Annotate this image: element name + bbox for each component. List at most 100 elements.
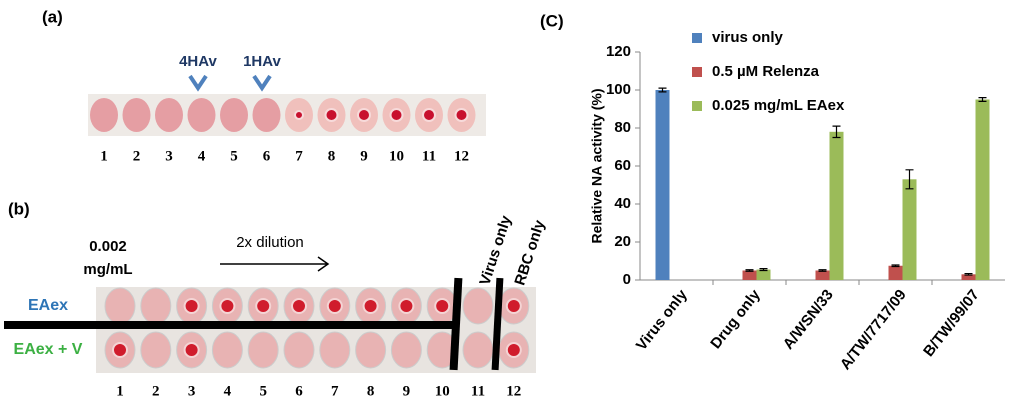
legend-label: 0.025 mg/mL EAex <box>712 97 845 114</box>
legend-label: 0.5 µM Relenza <box>712 63 820 80</box>
well-number: 12 <box>454 148 469 164</box>
error-bar <box>745 269 754 272</box>
divider <box>491 277 504 371</box>
well-number: 1 <box>100 148 108 164</box>
y-tick-label: 60 <box>614 157 631 174</box>
pellet <box>183 298 200 314</box>
well-number: 8 <box>328 148 336 164</box>
well-number: 10 <box>435 383 450 399</box>
well-number: 4 <box>198 148 206 164</box>
pellet <box>398 298 415 314</box>
well <box>283 331 315 369</box>
dilution-label: 2x dilution <box>236 234 304 251</box>
pellet <box>326 298 343 314</box>
well-number: 7 <box>331 383 339 399</box>
chart-title: (C) <box>540 11 564 30</box>
pellet <box>294 110 304 120</box>
bar <box>756 269 771 280</box>
x-tick-label: A/WSN/33 <box>780 286 837 352</box>
well <box>247 331 279 369</box>
x-tick-label: A/TW/7717/09 <box>837 286 910 373</box>
y-tick-label: 0 <box>623 271 631 288</box>
bar <box>902 179 917 280</box>
arrow <box>252 74 272 92</box>
well <box>319 331 351 369</box>
well-number: 2 <box>152 383 160 399</box>
well-number: 2 <box>133 148 141 164</box>
y-axis-label: Relative NA activity (%) <box>589 88 605 243</box>
y-tick-label: 120 <box>606 43 631 60</box>
pellet <box>112 342 128 358</box>
well <box>155 98 183 132</box>
pellet <box>454 108 469 122</box>
x-tick-label: Virus only <box>633 286 691 354</box>
error-bar <box>964 272 973 276</box>
pellet <box>505 298 522 314</box>
well-number: 11 <box>471 383 485 399</box>
well <box>140 287 172 325</box>
concentration: 0.002 <box>89 238 127 255</box>
error-bar <box>759 268 768 272</box>
well <box>211 331 243 369</box>
well-number: 7 <box>295 148 303 164</box>
well <box>140 331 172 369</box>
well-number: 8 <box>367 383 375 399</box>
bar <box>961 274 976 280</box>
pellet <box>362 298 379 314</box>
well-number: 5 <box>230 148 238 164</box>
pellet <box>183 342 200 358</box>
panel-b-label: (b) <box>8 199 30 218</box>
arrow <box>188 74 208 92</box>
pellet <box>255 298 272 314</box>
bar <box>655 90 670 280</box>
divider <box>4 321 456 329</box>
error-bar <box>905 169 914 190</box>
error-bar <box>818 269 827 272</box>
divider <box>449 277 463 371</box>
legend-swatch <box>692 33 702 43</box>
error-bar <box>891 264 900 268</box>
pellet <box>434 298 451 314</box>
x-tick-label: Drug only <box>707 286 764 352</box>
concentration: mg/mL <box>83 261 132 278</box>
row-label: EAex <box>28 297 68 314</box>
well-number: 3 <box>188 383 196 399</box>
well <box>252 98 281 132</box>
well <box>104 287 136 325</box>
well <box>220 98 248 132</box>
well <box>462 331 494 369</box>
well-number: 9 <box>403 383 411 399</box>
pellet <box>389 108 404 122</box>
well-number: 6 <box>263 148 271 164</box>
legend-label: virus only <box>712 29 784 46</box>
well <box>462 287 494 325</box>
pellet <box>505 342 522 358</box>
error-bar <box>978 97 987 102</box>
bar <box>888 265 903 280</box>
pellet <box>291 298 307 314</box>
row-label: EAex + V <box>14 341 83 358</box>
legend-swatch <box>692 67 702 77</box>
plate-a: 1 2 3 4 5 6 7 8 9 10 11 12 <box>90 98 476 164</box>
well-number: 3 <box>165 148 173 164</box>
bar <box>815 270 830 280</box>
bar <box>975 99 990 280</box>
well-number: 6 <box>295 383 303 399</box>
marker-label: 1HAv <box>243 53 281 70</box>
pellet <box>219 298 236 314</box>
pellet <box>357 108 371 122</box>
well-number: 11 <box>422 148 436 164</box>
legend-swatch <box>692 101 702 111</box>
well-number: 1 <box>116 383 124 399</box>
bar <box>829 131 844 280</box>
y-tick-label: 40 <box>614 195 631 212</box>
pellet <box>324 108 339 122</box>
error-bar <box>658 87 667 93</box>
well <box>390 331 422 369</box>
well-number: 12 <box>506 383 521 399</box>
pellet <box>422 108 436 122</box>
well <box>90 98 118 132</box>
error-bar <box>832 125 841 139</box>
y-tick-label: 100 <box>606 81 631 98</box>
well-number: 9 <box>360 148 368 164</box>
